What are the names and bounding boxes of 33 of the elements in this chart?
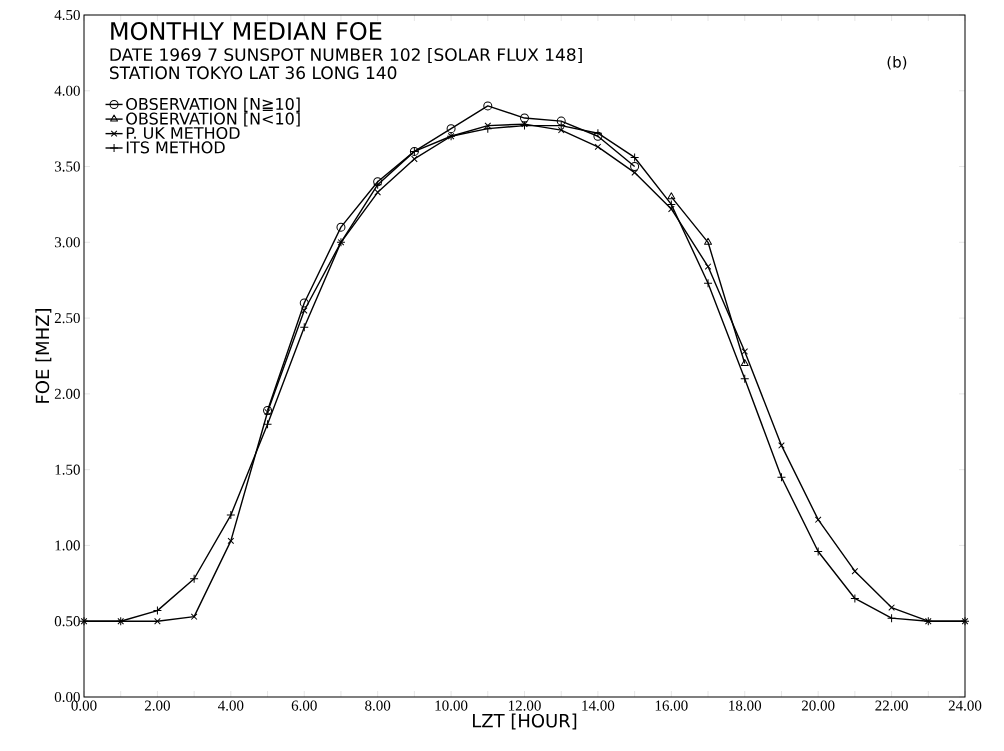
y-tick-label: 2.50	[54, 313, 80, 324]
x-tick-label: 22.00	[875, 700, 908, 711]
y-tick-label: 3.50	[54, 161, 80, 172]
y-tick-label: 1.00	[55, 540, 80, 551]
x-tick-label: 20.00	[801, 700, 835, 711]
x-tick-label: 6.00	[291, 700, 317, 711]
x-tick-label: 4.00	[218, 700, 244, 711]
x-axis-title: LZT [HOUR]	[473, 713, 577, 730]
x-tick-label: 10.00	[435, 700, 468, 711]
legend-label: P. UK METHOD	[126, 126, 240, 140]
x-tick-label: 0.00	[71, 700, 97, 711]
chart-title: MONTHLY MEDIAN FOE	[111, 22, 382, 41]
x-tick-label: 24.00	[948, 700, 982, 711]
x-tick-label: 12.00	[508, 700, 541, 711]
x-tick-label: 14.00	[582, 700, 615, 711]
annotation: (b)	[887, 56, 907, 70]
x-tick-label: 16.00	[655, 700, 688, 711]
y-tick-label: 2.00	[54, 388, 80, 399]
y-tick-label: 0.50	[54, 616, 80, 627]
annotation: STATION TOKYO LAT 36 LONG 140	[109, 66, 397, 80]
legend-label: ITS METHOD	[126, 141, 225, 154]
y-tick-label: 1.50	[55, 464, 80, 475]
y-tick-label: 4.00	[54, 85, 80, 96]
x-tick-label: 8.00	[365, 700, 391, 711]
y-tick-label: 4.50	[54, 9, 80, 21]
legend-label: OBSERVATION [N<10]	[126, 112, 300, 127]
y-tick-label: 0.00	[54, 691, 80, 703]
x-tick-label: 2.00	[144, 700, 170, 711]
y-tick-label: 3.00	[54, 237, 80, 248]
text: DATE 1969 7 SUNSPOT NUMBER 102 [SOLAR FLUX 148]	[110, 47, 582, 64]
x-tick-label: 18.00	[729, 700, 762, 711]
legend-label: OBSERVATION [N≧10]	[126, 97, 300, 112]
y-axis-title: FOE [MHZ]	[35, 309, 52, 403]
